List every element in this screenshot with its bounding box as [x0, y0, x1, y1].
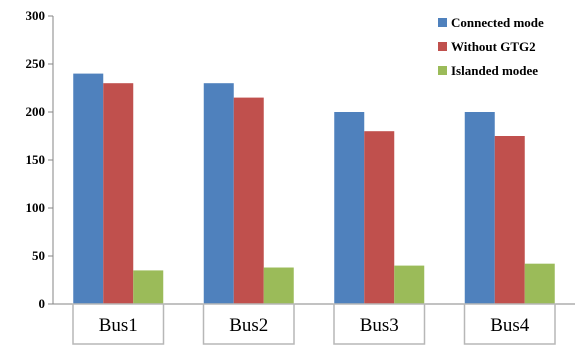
y-tick-label: 0 [39, 296, 46, 311]
bar-islanded-modee-bus1 [133, 270, 164, 304]
category-box [333, 303, 426, 345]
x-category-label: Bus1 [99, 315, 138, 336]
legend-label: Connected mode [451, 15, 544, 30]
y-tick-label: 100 [26, 200, 46, 215]
y-tick-label: 300 [26, 8, 46, 23]
bar-connected-mode-bus4 [464, 112, 495, 304]
y-tick-label: 250 [26, 56, 46, 71]
y-tick-label: 200 [26, 104, 46, 119]
bar-connected-mode-bus3 [334, 112, 365, 304]
chart-legend: Connected mode Without GTG2 Islanded modee [438, 15, 544, 78]
category-box [463, 303, 556, 345]
bar-without-gtg2-bus3 [364, 131, 395, 304]
category-box [72, 303, 165, 345]
bar-islanded-modee-bus4 [524, 263, 555, 304]
x-category-label: Bus3 [360, 315, 399, 336]
legend-label: Islanded modee [451, 63, 538, 78]
bar-connected-mode-bus2 [203, 83, 234, 304]
bar-connected-mode-bus1 [73, 73, 104, 304]
y-tick-label: 150 [26, 152, 46, 167]
category-boxes: Bus1 Bus2 Bus3 Bus4 [72, 303, 556, 345]
x-category-label: Bus4 [490, 315, 530, 336]
bar-islanded-modee-bus3 [394, 265, 425, 304]
bar-islanded-modee-bus2 [263, 267, 294, 304]
bar-without-gtg2-bus1 [103, 83, 134, 304]
y-tick-label: 50 [32, 248, 45, 263]
chart-bars [73, 73, 555, 304]
legend-swatch [438, 42, 447, 51]
bar-without-gtg2-bus4 [494, 136, 525, 304]
legend-label: Without GTG2 [451, 39, 536, 54]
x-category-label: Bus2 [229, 315, 268, 336]
category-box [202, 303, 295, 345]
legend-swatch [438, 66, 447, 75]
bar-without-gtg2-bus2 [233, 97, 264, 304]
legend-swatch [438, 18, 447, 27]
